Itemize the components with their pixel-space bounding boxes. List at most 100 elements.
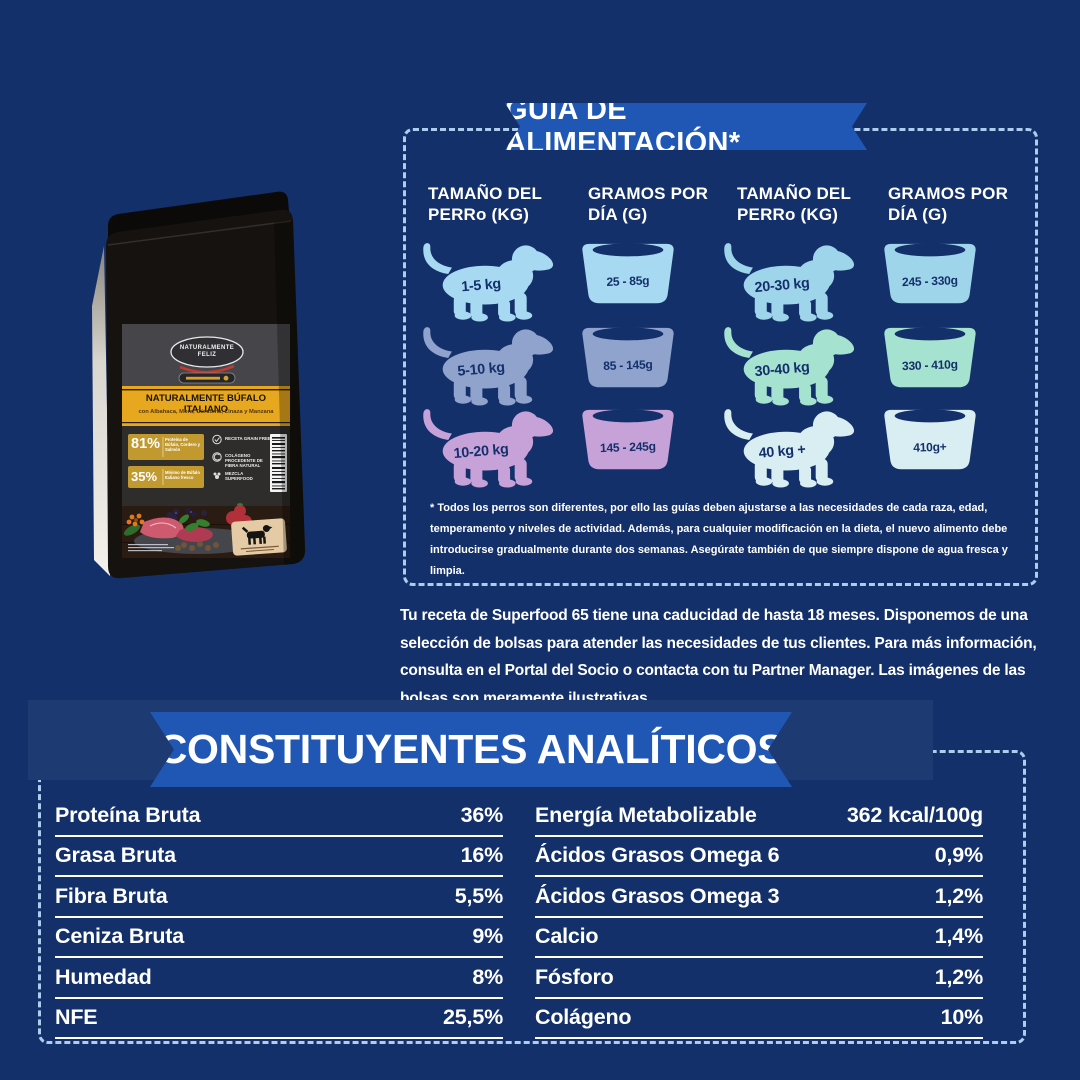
guide-row-3: 10-20 kg 145 - 245g 40 kg + 410g+ [412, 398, 1038, 482]
bowl-grams-label: 410g+ [913, 440, 947, 455]
bag-side-gusset [92, 246, 110, 576]
food-bowl-icon: 245 - 330g [874, 241, 986, 307]
table-row: NFE 25,5% [55, 999, 503, 1039]
dog-weight-label: 30-40 kg [754, 359, 810, 380]
dog-silhouette-icon: 40 kg + [713, 392, 863, 488]
table-row: Energía Metabolizable 362 kcal/100g [535, 796, 983, 837]
nutrient-label: Calcio [535, 924, 599, 949]
nutrient-label: Fibra Bruta [55, 883, 168, 908]
nutrient-value: 362 kcal/100g [846, 802, 983, 827]
brand-logo-text: NATURALMENTE FELIZ [179, 345, 235, 358]
dog-silhouette-patch-icon [241, 524, 273, 545]
bowl-grams-label: 245 - 330g [902, 273, 958, 289]
kibble [175, 541, 219, 551]
dog-weight-label: 20-30 kg [754, 275, 810, 296]
nutrient-label: Ácidos Grasos Omega 6 [535, 843, 780, 868]
stat-35-box [128, 466, 204, 488]
nutrient-value: 1,2% [934, 883, 983, 908]
col-header-grams-2: GRAMOS POR DÍA (G) [888, 184, 1009, 224]
table-row: Fósforo 1,2% [535, 958, 983, 999]
food-bowl-icon: 410g+ [874, 407, 986, 473]
col-header-dog-size-1: TAMAÑO DEL PERRo (KG) [428, 184, 543, 224]
raw-meat [140, 517, 184, 539]
flower [126, 513, 145, 527]
table-row: Calcio 1,4% [535, 918, 983, 958]
nutrient-value: 8% [472, 964, 503, 989]
stat-81-label: Proteína de Búfalo, Cordero y Salmón [165, 437, 201, 452]
product-name: NATURALMENTE BÚFALO ITALIANO [145, 393, 267, 415]
food-bowl-icon: 145 - 245g [572, 407, 684, 473]
claim-superfood-icon [213, 472, 221, 479]
dog-silhouette-icon: 1-5 kg [413, 226, 561, 322]
food-bowl-icon: 85 - 145g [572, 325, 684, 391]
nutrient-value: 25,5% [443, 1005, 503, 1030]
shelf-life-paragraph: Tu receta de Superfood 65 tiene una cadu… [400, 607, 1037, 707]
analytics-left-column: Proteína Bruta 36% Grasa Bruta 16% Fibra… [55, 796, 503, 1039]
dog-silhouette-icon: 20-30 kg [714, 226, 862, 322]
feeding-guide-title-banner: GUÍA DE ALIMENTACIÓN* [505, 103, 867, 150]
ingredients-photo [122, 503, 290, 558]
nutrient-value: 1,4% [934, 924, 983, 949]
claim-collagen: COLÁGENO PROCEDENTE DE FIBRA NATURAL [225, 453, 263, 469]
dog-silhouette-icon: 10-20 kg [412, 392, 562, 488]
product-bag-image: NATURALMENTE FELIZ NATURALMENTE BÚFALO I… [84, 186, 312, 584]
guide-row-1: 1-5 kg 25 - 85g 20-30 kg 245 - 330g [412, 232, 1038, 316]
claim-collagen-icon [212, 452, 222, 462]
breed-patch [231, 518, 287, 556]
nutrient-value: 5,5% [454, 883, 503, 908]
food-bowl-icon: 330 - 410g [874, 325, 986, 391]
table-row: Grasa Bruta 16% [55, 837, 504, 877]
nutrient-label: Ceniza Bruta [55, 924, 185, 949]
bag-artwork [92, 191, 306, 579]
claim-grain-free: RECETA GRAIN FREE [225, 436, 271, 441]
table-row: Fibra Bruta 5,5% [55, 877, 503, 918]
claim-superfood: MEZCLA SUPERFOOD [225, 471, 253, 482]
stat-81-value: 81% [131, 436, 161, 452]
nutrient-label: Colágeno [535, 1005, 632, 1030]
nutrient-label: NFE [55, 1005, 98, 1030]
dog-weight-label: 10-20 kg [453, 441, 509, 462]
bowl-grams-label: 330 - 410g [902, 357, 958, 373]
stat-35-label: Mínimo de Búfalo Italiano fresco [165, 470, 200, 480]
product-name-band [122, 386, 290, 426]
photo-caption-lines [128, 544, 174, 552]
analytics-right-column: Energía Metabolizable 362 kcal/100g Ácid… [535, 796, 983, 1039]
brand-logo-badge [170, 336, 244, 368]
nutrient-value: 0,9% [934, 843, 983, 868]
nutrient-label: Humedad [55, 964, 152, 989]
nutrient-value: 16% [460, 843, 504, 868]
nutrient-label: Energía Metabolizable [535, 802, 757, 827]
raw-meat-2 [176, 526, 213, 542]
food-bowl-icon: 25 - 85g [572, 241, 684, 307]
dog-silhouette-icon: 5-10 kg [412, 310, 562, 406]
nutrient-label: Fósforo [535, 964, 614, 989]
nutrient-value: 9% [472, 924, 503, 949]
nutrient-value: 36% [460, 802, 504, 827]
bowl-grams-label: 145 - 245g [600, 439, 656, 455]
bowl-grams-label: 85 - 145g [603, 357, 653, 373]
table-row: Humedad 8% [55, 958, 503, 999]
col-header-grams-1: GRAMOS POR DÍA (G) [588, 184, 709, 224]
stat-35-value: 35% [131, 469, 158, 484]
stat-81-box [128, 434, 204, 460]
brand-logo-swoosh [179, 364, 235, 374]
dog-weight-label: 40 kg + [758, 442, 806, 462]
table-row: Ceniza Bruta 9% [55, 918, 503, 958]
col-header-dog-size-2: TAMAÑO DEL PERRo (KG) [737, 184, 852, 224]
basil-leaves [179, 514, 210, 532]
claim-check-icon [212, 434, 222, 445]
nutrient-label: Proteína Bruta [55, 802, 201, 827]
feeding-guide-title: GUÍA DE ALIMENTACIÓN* [505, 93, 741, 159]
dog-weight-label: 5-10 kg [457, 360, 506, 380]
table-row: Proteína Bruta 36% [55, 796, 503, 837]
nutrient-value: 1,2% [934, 964, 983, 989]
analytics-title-banner: CONSTITUYENTES ANALÍTICOS [150, 712, 792, 787]
feeding-guide-footnote: * Todos los perros son diferentes, por e… [430, 502, 1008, 577]
nutrient-label: Ácidos Grasos Omega 3 [535, 883, 780, 908]
table-row: Ácidos Grasos Omega 6 0,9% [535, 837, 983, 877]
table-row: Ácidos Grasos Omega 3 1,2% [535, 877, 983, 918]
barcode [270, 434, 287, 492]
product-subtitle: con Albahaca, Mora, Cúrcuma, Linaza y Ma… [138, 409, 274, 415]
dog-silhouette-icon: 30-40 kg [713, 310, 863, 406]
